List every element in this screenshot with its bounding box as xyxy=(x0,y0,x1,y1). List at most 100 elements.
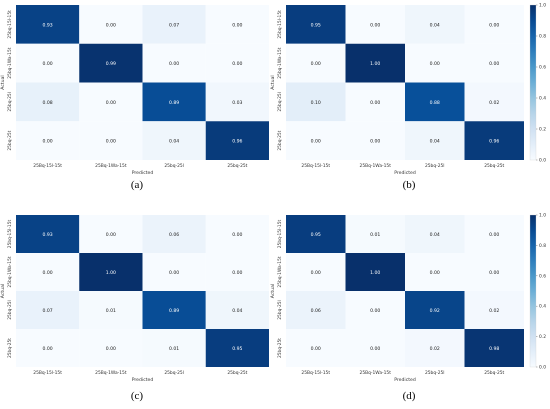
heatmap-cell xyxy=(405,82,465,122)
cell-value-label: 0.00 xyxy=(43,61,53,67)
heatmap-cell xyxy=(405,291,465,329)
x-tick-label: 25Bq-1Wa-15t xyxy=(360,163,392,169)
x-tick-label: 25bq-25t xyxy=(227,370,247,376)
colorbar-tick-label: 1.0 xyxy=(539,3,546,9)
cell-value-label: 0.95 xyxy=(311,22,321,28)
y-tick-label: 25bq-25t xyxy=(7,130,13,150)
cell-value-label: 0.00 xyxy=(489,22,499,28)
heatmap-cell xyxy=(142,121,206,160)
heatmap-cell xyxy=(79,329,143,367)
y-tick-label: 25bq-1Wa-15t xyxy=(277,256,283,287)
cell-value-label: 0.01 xyxy=(106,308,116,314)
cell-value-label: 0.00 xyxy=(232,22,242,28)
cell-value-label: 0.99 xyxy=(106,61,116,67)
cell-value-label: 0.00 xyxy=(370,308,380,314)
heatmap-cell xyxy=(345,121,405,160)
cell-value-label: 0.00 xyxy=(430,270,440,276)
cell-value-label: 0.08 xyxy=(43,100,53,106)
cell-value-label: 0.00 xyxy=(232,270,242,276)
y-tick-label: 25bq-15l-15t xyxy=(7,220,13,249)
heatmap-cell xyxy=(205,329,269,367)
colorbar-tick-label: 1.0 xyxy=(539,213,546,219)
colorbar-tick-label: 0.4 xyxy=(539,96,546,102)
x-tick-label: 25Bq-1Wa-15t xyxy=(95,370,127,376)
heatmap-panel-4: 0.95 0.01 0.04 0.000.00 1.00 0.00 0.000.06 0.00… xyxy=(270,213,546,403)
heatmap-cell xyxy=(79,253,143,291)
x-tick-label: 25bq-25l xyxy=(425,163,445,169)
cell-value-label: 0.06 xyxy=(311,308,321,314)
cell-value-label: 0.00 xyxy=(169,61,179,67)
heatmap-cell xyxy=(142,215,206,253)
cell-value-label: 0.00 xyxy=(311,139,321,145)
heatmap-cell xyxy=(405,253,465,291)
cell-value-label: 0.96 xyxy=(232,139,242,145)
cell-value-label: 0.00 xyxy=(489,61,499,67)
colorbar-tick-label: 0.2 xyxy=(539,127,546,133)
cell-value-label: 0.00 xyxy=(106,139,116,145)
colorbar xyxy=(529,4,537,161)
cell-value-label: 0.00 xyxy=(169,270,179,276)
heatmap-cell xyxy=(79,43,143,83)
cell-value-label: 0.04 xyxy=(169,139,179,145)
cell-value-label: 0.07 xyxy=(43,308,53,314)
y-tick-label: 25bq-15l-15t xyxy=(7,10,13,39)
x-tick-label: 25Bq-1Wa-15t xyxy=(95,163,127,169)
heatmap-cell xyxy=(464,43,524,83)
heatmap-cell xyxy=(79,121,143,160)
panel-caption: (c) xyxy=(131,390,144,402)
heatmap-cell xyxy=(286,253,346,291)
cell-value-label: 0.00 xyxy=(106,22,116,28)
colorbar-tick-label: 0.0 xyxy=(539,365,546,371)
heatmap-cell xyxy=(405,121,465,160)
heatmap-cell xyxy=(142,5,206,44)
x-tick-label: 25bq-25t xyxy=(484,163,504,169)
heatmap-cell xyxy=(16,82,80,122)
x-axis-label: Predicted xyxy=(394,170,416,176)
y-tick-label: 25bq-1Wa-15t xyxy=(7,256,13,287)
heatmap-cell xyxy=(79,291,143,329)
x-tick-label: 25Bq-1Wa-15t xyxy=(360,370,392,376)
cell-value-label: 0.00 xyxy=(370,100,380,106)
x-tick-label: 25Bq-15l-15t xyxy=(33,370,62,376)
x-tick-label: 25bq-25l xyxy=(164,370,184,376)
cell-value-label: 0.03 xyxy=(232,100,242,106)
heatmap-cell xyxy=(464,215,524,253)
heatmap-cell xyxy=(345,291,405,329)
cell-value-label: 0.95 xyxy=(232,346,242,352)
x-tick-label: 25Bq-15l-15t xyxy=(33,163,62,169)
y-tick-label: 25bq-25t xyxy=(7,338,13,358)
cell-value-label: 0.00 xyxy=(370,346,380,352)
heatmap-cell xyxy=(286,43,346,83)
heatmap-cell xyxy=(142,291,206,329)
cell-value-label: 0.06 xyxy=(169,232,179,238)
heatmap-panel-2: 0.95 0.00 0.04 0.000.00 1.00 0.00 0.000.10 0.00… xyxy=(270,3,546,192)
heatmap-cell xyxy=(345,82,405,122)
heatmap-cell xyxy=(142,253,206,291)
cell-value-label: 1.00 xyxy=(106,270,116,276)
heatmap-cell xyxy=(16,253,80,291)
panel-caption: (b) xyxy=(403,179,416,191)
cell-value-label: 0.04 xyxy=(430,232,440,238)
heatmap-cell xyxy=(286,5,346,44)
y-tick-label: 25bq-25t xyxy=(277,338,283,358)
heatmap-cell xyxy=(205,43,269,83)
cell-value-label: 0.00 xyxy=(370,139,380,145)
heatmap-cell xyxy=(16,329,80,367)
cell-value-label: 0.93 xyxy=(43,232,53,238)
heatmap-cell xyxy=(16,291,80,329)
x-tick-label: 25bq-25l xyxy=(164,163,184,169)
heatmap-cell xyxy=(345,253,405,291)
cell-value-label: 0.00 xyxy=(370,22,380,28)
cell-value-label: 0.89 xyxy=(169,100,179,106)
cell-value-label: 0.00 xyxy=(489,270,499,276)
x-tick-label: 25bq-25t xyxy=(227,163,247,169)
y-axis-label: Actual xyxy=(270,75,276,89)
panel-caption: (d) xyxy=(403,390,416,402)
y-tick-label: 25bq-25l xyxy=(277,300,283,320)
y-tick-label: 25bq-1Wa-15t xyxy=(7,47,13,78)
cell-value-label: 0.00 xyxy=(232,232,242,238)
heatmap-cell xyxy=(286,329,346,367)
cell-value-label: 0.00 xyxy=(489,232,499,238)
heatmap-cell xyxy=(16,121,80,160)
heatmap-panel-3: 0.93 0.00 0.06 0.00 0.00 1.00 0.00 0.00 0.07 0.01… xyxy=(0,215,269,402)
